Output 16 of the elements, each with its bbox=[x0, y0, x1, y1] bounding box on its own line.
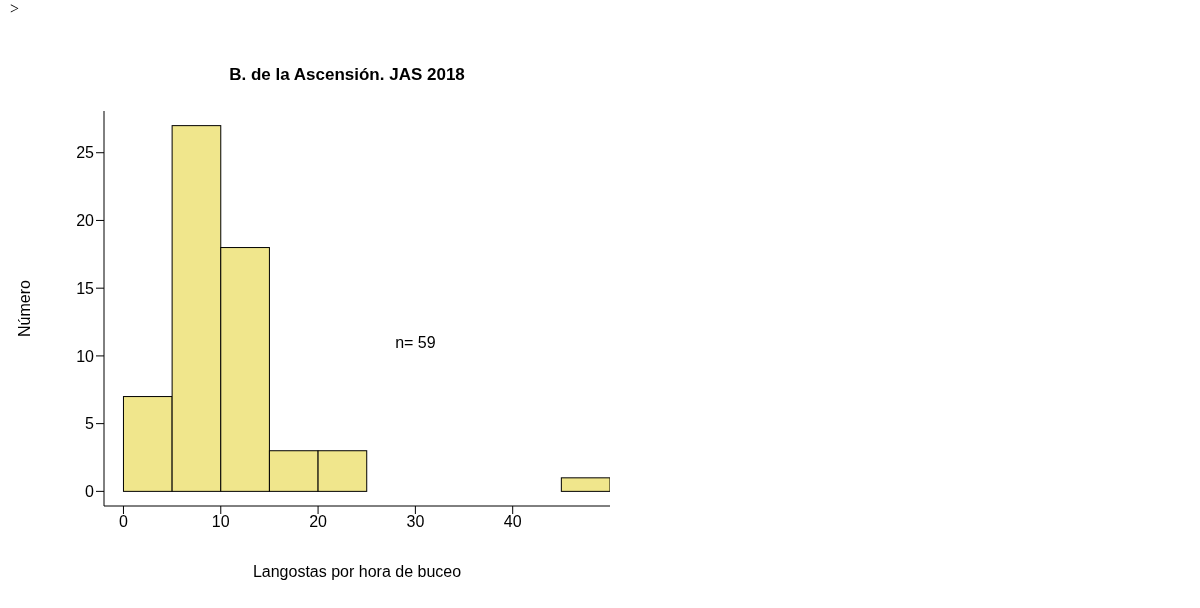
chart-title: B. de la Ascensión. JAS 2018 bbox=[229, 65, 465, 84]
y-tick-label: 0 bbox=[85, 483, 95, 501]
annotation: n= 59 bbox=[395, 334, 436, 351]
x-tick-label: 40 bbox=[503, 513, 522, 531]
y-tick-label: 25 bbox=[76, 144, 95, 162]
x-tick-label: 20 bbox=[309, 513, 328, 531]
text: > bbox=[10, 0, 20, 18]
x-axis-title: Langostas por hora de buceo bbox=[252, 563, 462, 581]
x-tick-label: 30 bbox=[406, 513, 425, 531]
y-tick-label: 20 bbox=[76, 212, 95, 230]
y-tick-label: 5 bbox=[85, 415, 95, 433]
y-tick-label: 10 bbox=[76, 347, 95, 365]
x-tick-label: 10 bbox=[211, 513, 230, 531]
y-axis-title: Número bbox=[15, 279, 33, 337]
x-tick-label: 0 bbox=[119, 513, 129, 531]
y-tick-label: 15 bbox=[76, 279, 95, 297]
